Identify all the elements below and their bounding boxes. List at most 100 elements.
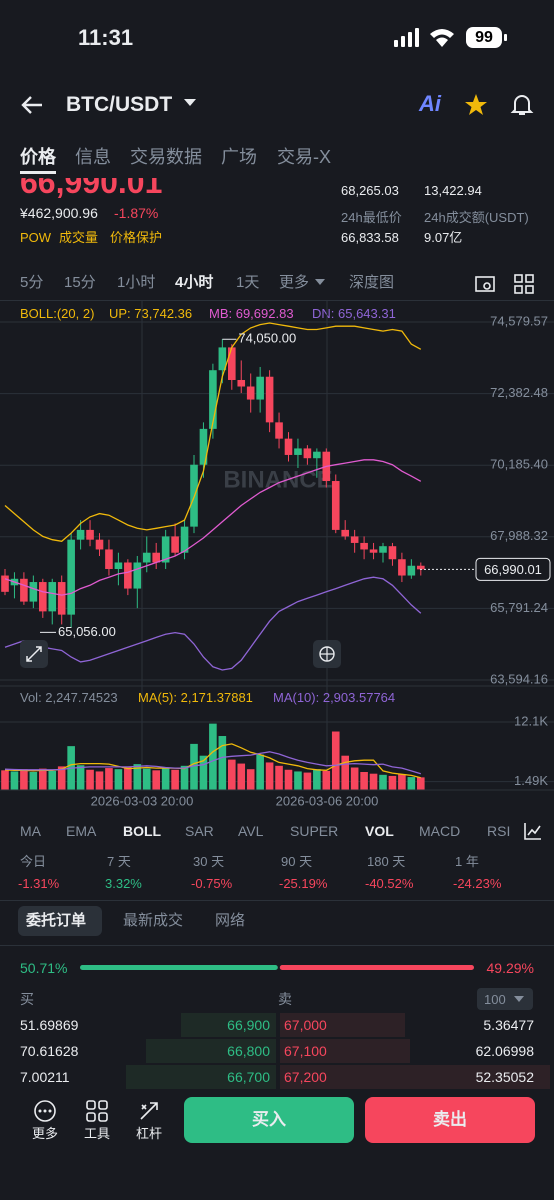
candle-body	[256, 376, 264, 400]
buy-button[interactable]	[184, 1097, 354, 1143]
candle-body	[407, 565, 416, 576]
volume-bar	[218, 736, 227, 790]
candle-body	[341, 529, 349, 537]
bid-price: 66,700	[227, 1069, 270, 1085]
more-caret	[315, 279, 325, 285]
volume-bar	[407, 777, 416, 790]
indicator-tab[interactable]: SAR	[185, 823, 214, 839]
indicator-settings[interactable]	[523, 821, 543, 841]
chart-settings-icon[interactable]	[475, 274, 495, 294]
interval[interactable]: 1天	[236, 274, 260, 291]
pair-title[interactable]: BTC/USDT	[66, 93, 173, 116]
tag[interactable]: 价格保护	[110, 230, 163, 245]
candle-body	[1, 575, 9, 592]
volume-bar	[171, 769, 179, 790]
interval[interactable]: 更多	[279, 274, 310, 291]
stat: 68,265.03	[341, 183, 399, 198]
tool-label[interactable]: 更多	[31, 1126, 58, 1141]
layout-icon[interactable]	[514, 274, 534, 294]
bid-qty: 7.00211	[20, 1069, 70, 1085]
volume-bar	[398, 774, 406, 790]
volume-bar	[360, 772, 368, 790]
ask-price: 67,100	[284, 1043, 327, 1059]
volume-bar	[29, 772, 38, 790]
kline-chart[interactable]: 74,579.57 72,382.48 70,185.40 67,988.32 65,7…	[0, 300, 554, 815]
more-icon[interactable]	[34, 1100, 56, 1122]
candle-body	[218, 347, 227, 371]
volume-bar	[20, 769, 28, 790]
bid-price: 66,900	[227, 1017, 270, 1033]
tab[interactable]: 信息	[75, 147, 111, 167]
candle-body	[417, 565, 425, 570]
y-tick-label: 67,988.32	[490, 528, 548, 543]
book-tab[interactable]: 委托订单	[26, 912, 87, 929]
candle-body	[388, 546, 397, 560]
ratio-bar	[80, 965, 474, 970]
indicator-tab[interactable]: VOL	[365, 823, 394, 839]
interval[interactable]: 5分	[20, 274, 44, 291]
candle-body	[228, 347, 236, 380]
indicator-tab[interactable]: EMA	[66, 823, 97, 839]
vol-ma10-legend: MA(10): 2,903.57764	[273, 690, 396, 705]
indicator-tab[interactable]: MA	[20, 823, 41, 839]
back-button[interactable]	[20, 93, 44, 117]
candle-body	[86, 529, 94, 540]
tab[interactable]: 价格	[20, 147, 56, 167]
indicator-tab[interactable]: BOLL	[123, 823, 162, 839]
candle-body	[142, 552, 151, 563]
stat: 13,422.94	[424, 183, 482, 198]
candle-body	[331, 481, 340, 530]
volume-ma-line	[4, 751, 421, 775]
ai-button[interactable]: Ai	[419, 91, 441, 116]
ask-qty: 62.06998	[475, 1043, 534, 1059]
interval[interactable]: 4小时	[175, 274, 214, 291]
tool-label[interactable]: 杠杆	[135, 1126, 162, 1141]
indicator-tab[interactable]: SUPER	[290, 823, 339, 839]
ask-price: 67,200	[284, 1069, 327, 1085]
tools-icon[interactable]	[86, 1100, 108, 1122]
alert-bell[interactable]	[510, 93, 534, 117]
candle-body	[161, 536, 170, 563]
tab[interactable]: 交易数据	[130, 147, 202, 167]
tag[interactable]: 成交量	[59, 230, 99, 245]
vol-tick-label: 1.49K	[514, 773, 548, 788]
period-label: 1 年	[455, 854, 479, 869]
tag[interactable]: POW	[20, 230, 52, 245]
depth-select[interactable]: 100	[477, 988, 533, 1010]
volume-bar	[95, 771, 104, 790]
buy-button-label[interactable]: 买入	[252, 1110, 286, 1129]
y-tick-label: 65,791.24	[490, 600, 548, 615]
divider	[0, 300, 554, 301]
period-change: -0.75%	[191, 876, 233, 891]
book-tab[interactable]: 最新成交	[123, 912, 184, 929]
volume-bar	[294, 771, 302, 790]
buy-header: 买	[20, 991, 34, 1007]
interval[interactable]: 1小时	[117, 274, 156, 291]
candle-body	[180, 526, 189, 553]
tab[interactable]: 交易-X	[277, 147, 331, 167]
interval[interactable]: 深度图	[349, 274, 395, 291]
tool-label[interactable]: 工具	[83, 1126, 110, 1141]
leverage-icon[interactable]	[138, 1100, 160, 1122]
indicator-tab[interactable]: AVL	[238, 823, 264, 839]
tab[interactable]: 广场	[221, 147, 257, 167]
boll-line	[4, 459, 422, 596]
volume-bar	[209, 723, 217, 790]
volume-bar	[303, 772, 312, 790]
volume-bar	[76, 765, 85, 790]
favorite-star[interactable]	[464, 93, 488, 117]
indicator-tab[interactable]: MACD	[419, 823, 461, 839]
ask-depth	[280, 1065, 550, 1089]
volume-bar	[86, 769, 94, 790]
volume-bar	[341, 755, 349, 790]
pair-dropdown[interactable]	[184, 98, 196, 108]
sell-button[interactable]	[365, 1097, 535, 1143]
indicator-tab[interactable]: RSI	[487, 823, 511, 839]
period-label: 今日	[20, 854, 47, 869]
sell-button-label[interactable]: 卖出	[433, 1110, 467, 1129]
book-tab[interactable]: 网络	[215, 912, 246, 929]
current-price-label: 66,990.01	[484, 562, 542, 577]
volume-bar	[369, 773, 378, 790]
interval[interactable]: 15分	[64, 274, 96, 291]
divider	[0, 900, 554, 901]
